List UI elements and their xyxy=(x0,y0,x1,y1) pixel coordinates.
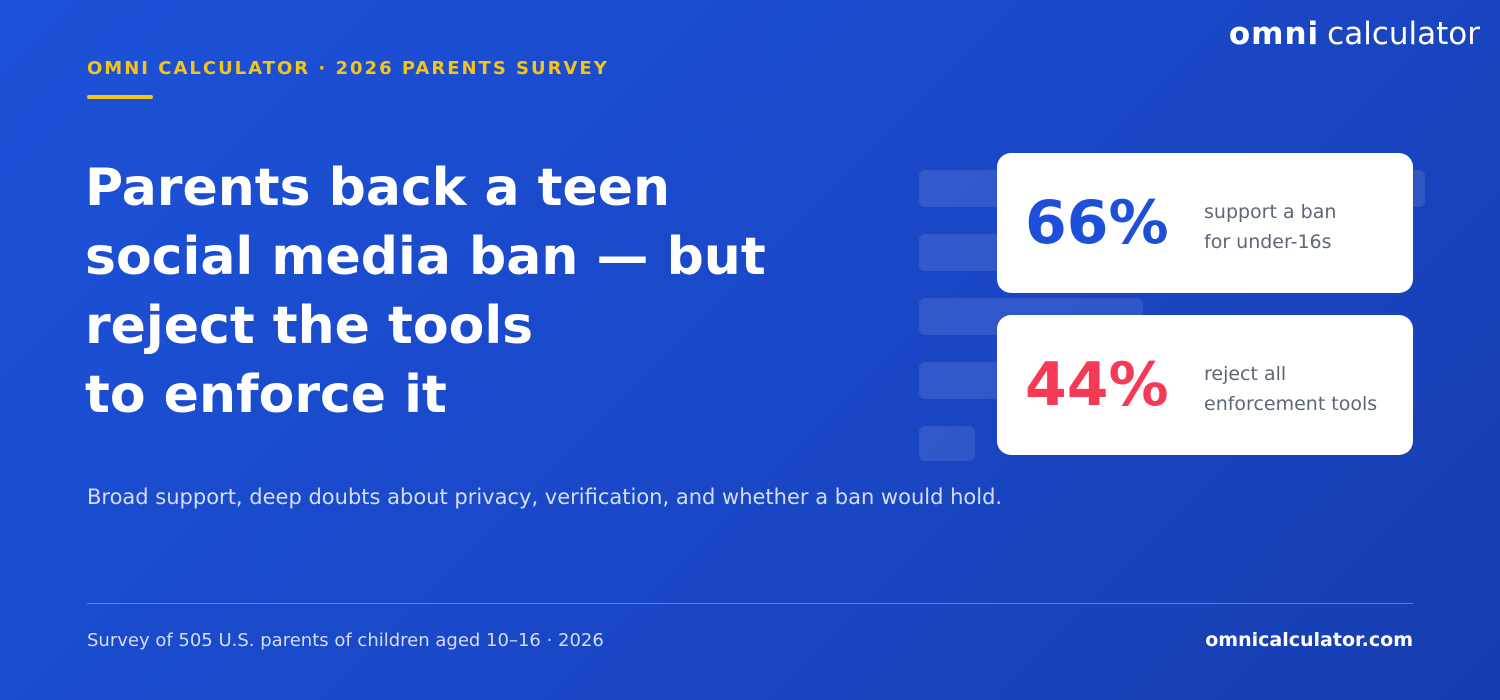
eyebrow: OMNI CALCULATOR · 2026 PARENTS SURVEY xyxy=(87,58,609,79)
logo-brand: omni xyxy=(1228,16,1320,52)
decor-bar xyxy=(919,426,975,461)
stat-label-line: support a ban xyxy=(1204,201,1337,223)
stat-label-line: reject all xyxy=(1204,363,1287,385)
stat-figure: 66% xyxy=(1025,188,1169,258)
headline-line: to enforce it xyxy=(85,365,447,425)
headline-line: reject the tools xyxy=(85,296,534,356)
stat-label: support a ban for under-16s xyxy=(1204,197,1336,257)
stat-figure: 44% xyxy=(1025,350,1169,420)
stat-card: 44% reject all enforcement tools xyxy=(997,315,1413,455)
stat-label: reject all enforcement tools xyxy=(1204,359,1377,419)
subtitle: Broad support, deep doubts about privacy… xyxy=(87,485,1003,509)
site-url: omnicalculator.com xyxy=(1205,629,1413,651)
stat-label-line: for under-16s xyxy=(1204,231,1332,253)
headline-line: social media ban — but xyxy=(85,227,766,287)
headline: Parents back a teen social media ban — bu… xyxy=(85,154,766,430)
source-note: Survey of 505 U.S. parents of children a… xyxy=(87,630,604,651)
headline-line: Parents back a teen xyxy=(85,158,671,218)
stat-card: 66% support a ban for under-16s xyxy=(997,153,1413,293)
stat-label-line: enforcement tools xyxy=(1204,393,1378,415)
logo: omni calculator xyxy=(1229,16,1480,52)
logo-product: calculator xyxy=(1327,16,1480,52)
eyebrow-underline xyxy=(87,95,153,99)
divider xyxy=(87,603,1413,604)
